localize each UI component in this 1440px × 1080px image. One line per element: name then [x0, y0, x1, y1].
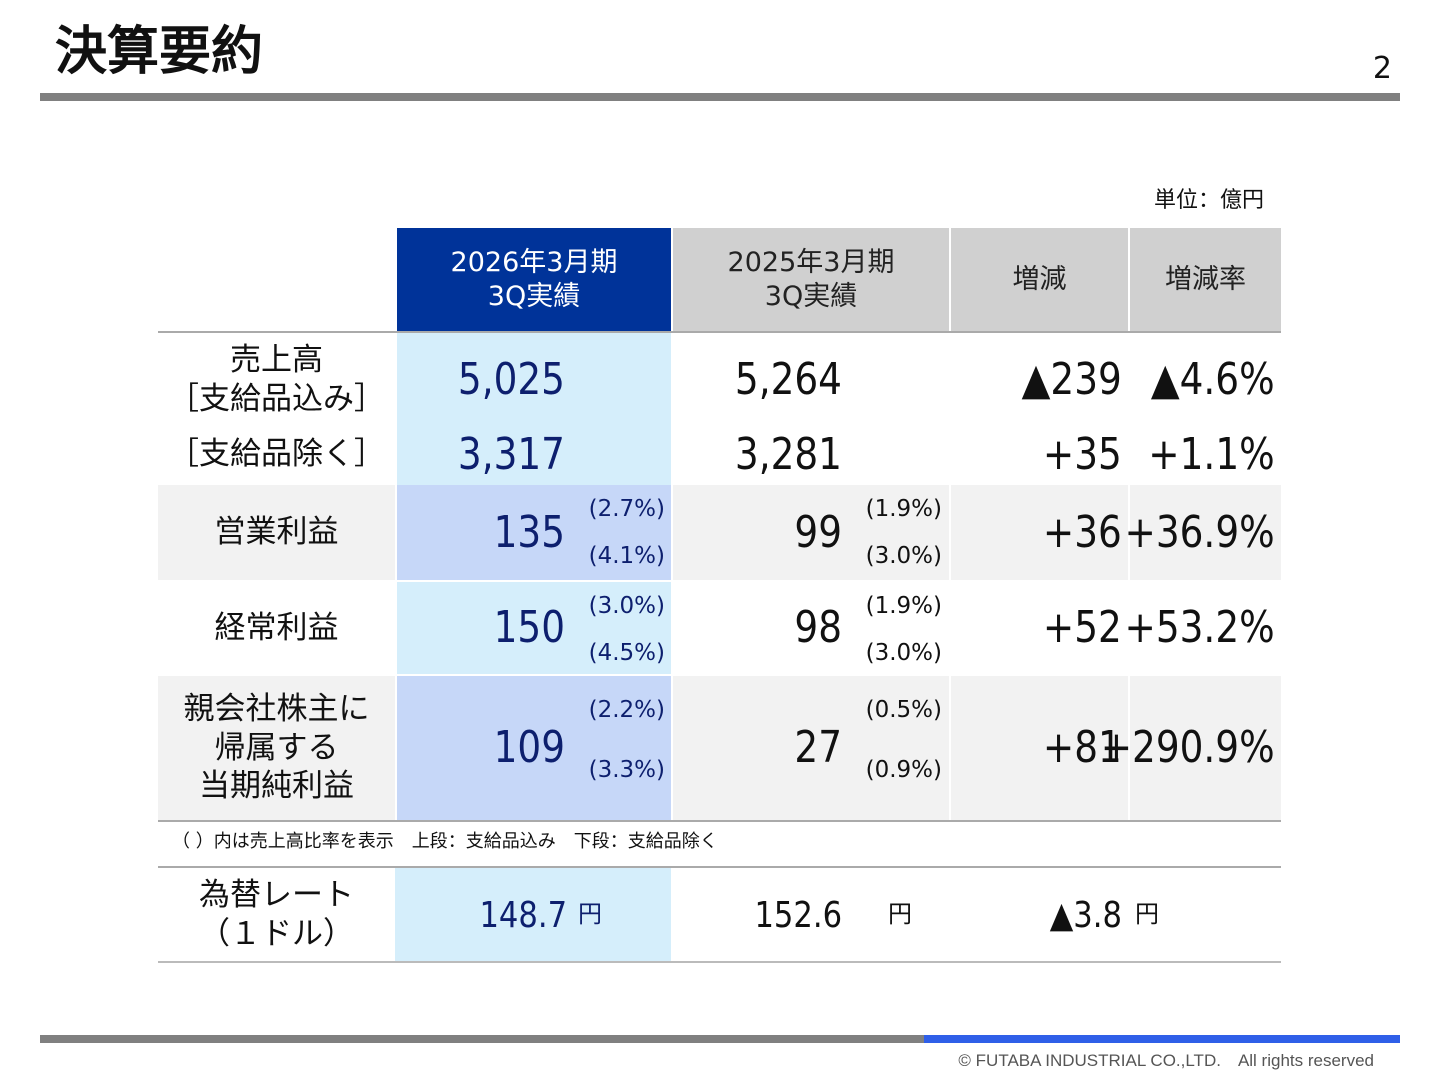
title: 決算要約: [55, 22, 264, 82]
bottom-bar: [40, 1035, 924, 1043]
fx-current: 148.7: [479, 895, 567, 936]
fx-unit: 円: [1135, 900, 1159, 928]
header-line: 増減: [1012, 263, 1067, 295]
row-background: [158, 485, 395, 580]
row-background: [158, 582, 395, 674]
previous-value: 98: [794, 602, 842, 653]
ratio: (3.0%): [588, 593, 665, 619]
header-line: 3Q実績: [764, 280, 858, 312]
label-line: 当期純利益: [199, 768, 354, 805]
bottom-bar-accent: [924, 1035, 1400, 1043]
current-value: 5,025: [457, 354, 565, 405]
previous-value: 5,264: [734, 354, 842, 405]
ratio: (3.0%): [865, 543, 942, 569]
ratio: (3.0%): [865, 640, 942, 666]
row-background: [397, 485, 671, 580]
fx-unit: 円: [578, 900, 602, 928]
ratio: (2.2%): [588, 697, 665, 723]
rate-value: +53.2%: [1124, 602, 1275, 653]
top-bar: [40, 93, 1400, 101]
header-line: 増減率: [1165, 263, 1246, 295]
ratio: (0.5%): [865, 697, 942, 723]
rate-value: +290.9%: [1101, 722, 1275, 773]
fx-label: 為替レート （１ドル）: [158, 868, 395, 962]
row-background: [1130, 333, 1281, 485]
row-background: [951, 485, 1128, 580]
row-label: 売上高 ［支給品込み］: [158, 340, 395, 420]
row-background: [673, 485, 949, 580]
row-background: [951, 333, 1128, 485]
header-line: 3Q実績: [487, 280, 581, 312]
row-label: 経常利益: [158, 582, 395, 674]
header-line: 2026年3月期: [450, 246, 618, 278]
rate-value: ▲4.6%: [1151, 354, 1275, 405]
row-background: [1130, 582, 1281, 674]
header-line: 2025年3月期: [727, 246, 895, 278]
change-value: +81: [1043, 722, 1122, 773]
row-background: [397, 676, 671, 820]
rate-value: +36.9%: [1124, 506, 1275, 558]
column-header: 2026年3月期 3Q実績: [397, 228, 671, 331]
row-background: [673, 676, 949, 820]
ratio: (1.9%): [865, 593, 942, 619]
current-value: 150: [493, 602, 565, 653]
row-label: 営業利益: [158, 485, 395, 580]
ratio: (4.5%): [588, 640, 665, 666]
previous-value: 99: [794, 506, 842, 558]
current-value: 109: [493, 722, 565, 773]
fx-unit: 円: [888, 900, 912, 928]
rule: [158, 331, 1281, 333]
rule: [158, 820, 1281, 822]
ratio: (0.9%): [865, 757, 942, 783]
column-header: 増減率: [1130, 228, 1281, 331]
change-value: +52: [1043, 602, 1122, 653]
change-value: +35: [1043, 428, 1122, 480]
rule: [158, 866, 1281, 868]
current-value: 3,317: [457, 428, 565, 480]
row-background: [397, 582, 671, 674]
row-background: [951, 582, 1128, 674]
ratio: (1.9%): [865, 496, 942, 522]
row-background: [397, 333, 671, 485]
fx-previous: 152.6: [754, 895, 842, 936]
fx-background: [395, 868, 671, 962]
unit-label: 単位：億円: [1153, 188, 1264, 213]
label-line: 営業利益: [214, 514, 339, 551]
label-line: 親会社株主に: [183, 690, 370, 727]
rule: [158, 961, 1281, 963]
column-header: 増減: [951, 228, 1128, 331]
label-line: ［支給品込み］: [168, 381, 385, 417]
label-line: 売上高: [230, 342, 323, 379]
page-number: 2: [1372, 51, 1392, 86]
row-label: 親会社株主に 帰属する 当期純利益: [158, 676, 395, 820]
fx-change: ▲3.8: [1049, 895, 1122, 936]
current-value: 135: [493, 506, 565, 558]
footer: © FUTABA INDUSTRIAL CO.,LTD. All rights …: [958, 1051, 1374, 1070]
row-background: [673, 582, 949, 674]
label-line: 経常利益: [214, 609, 339, 646]
row-background: [158, 333, 395, 485]
change-value: +36: [1043, 506, 1122, 558]
row-background: [951, 676, 1128, 820]
row-label: ［支給品除く］: [158, 425, 395, 484]
previous-value: 3,281: [734, 428, 842, 480]
change-value: ▲239: [1021, 354, 1122, 405]
rate-value: +1.1%: [1148, 428, 1275, 480]
row-background: [1130, 485, 1281, 580]
previous-value: 27: [794, 722, 842, 773]
row-background: [1130, 676, 1281, 820]
row-background: [158, 676, 395, 820]
ratio: (3.3%): [588, 757, 665, 783]
ratio: (2.7%): [588, 496, 665, 522]
column-header: 2025年3月期 3Q実績: [673, 228, 949, 331]
ratio: (4.1%): [588, 543, 665, 569]
label-line: 帰属する: [214, 729, 339, 766]
label-line: 為替レート: [199, 877, 354, 914]
label-line: （１ドル）: [199, 916, 354, 952]
label-line: ［支給品除く］: [168, 436, 385, 473]
row-background: [673, 333, 949, 485]
note: （ ）内は売上高比率を表示 上段：支給品込み 下段：支給品除く: [172, 831, 718, 852]
